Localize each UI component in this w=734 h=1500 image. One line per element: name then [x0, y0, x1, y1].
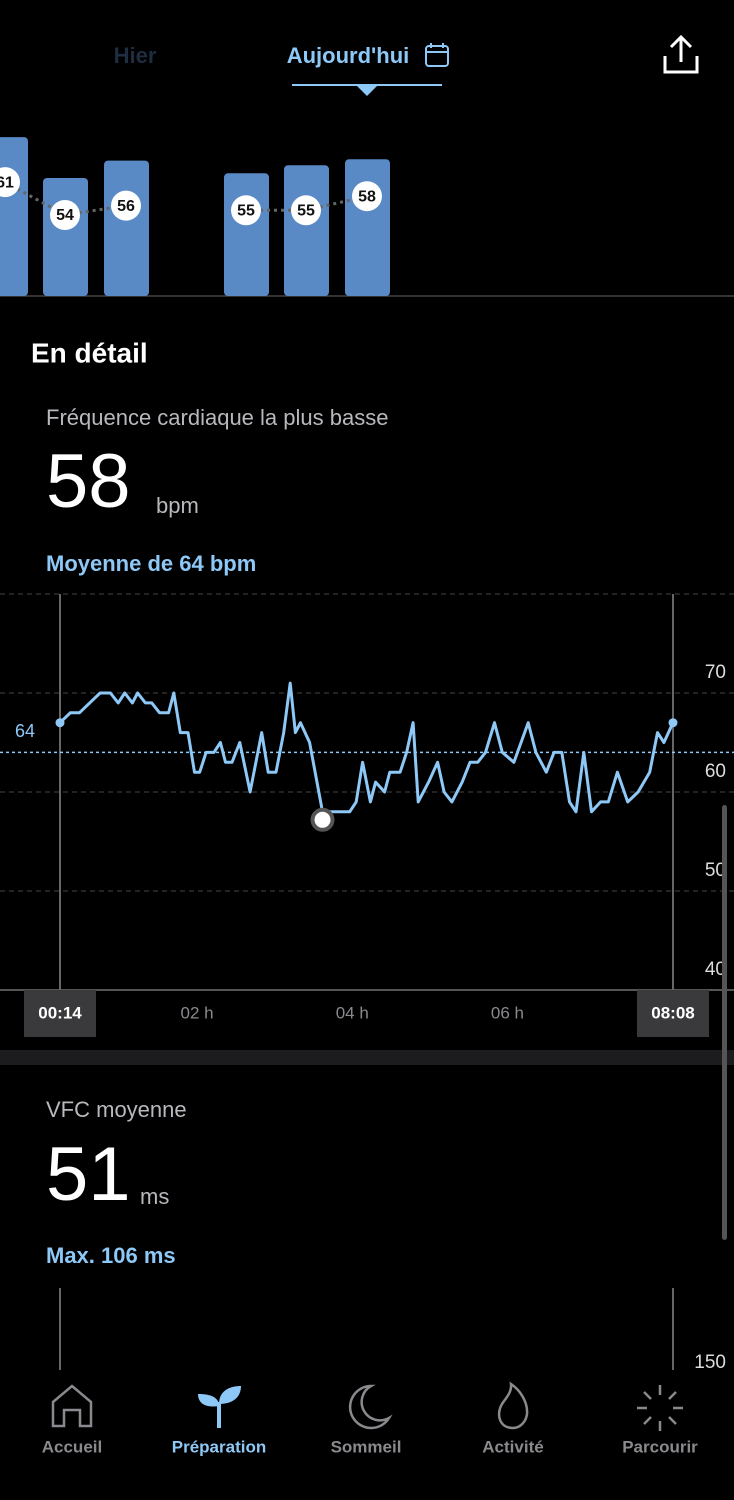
- nav-item[interactable]: Accueil: [42, 1437, 102, 1456]
- metric-value: 51: [46, 1132, 131, 1217]
- nav-icons: [51, 1381, 683, 1431]
- value-badge: [111, 190, 141, 221]
- nav-bar: [0, 1370, 734, 1500]
- value-badge: [50, 200, 80, 230]
- value-badge: [291, 195, 321, 226]
- y-tick-label: 60: [705, 761, 726, 782]
- tab[interactable]: Hier: [114, 43, 157, 68]
- x-tick-label: 06 h: [491, 1003, 524, 1022]
- bar-label: 56: [117, 198, 135, 215]
- summary-bar: [43, 178, 88, 296]
- nav-item[interactable]: Sommeil: [331, 1437, 402, 1456]
- metric-unit: ms: [140, 1184, 169, 1209]
- value-badge: [352, 181, 382, 212]
- scrollbar: [722, 805, 727, 1240]
- summary-bar: [0, 137, 28, 296]
- y-tick-label: 50: [705, 860, 726, 881]
- card-title: Fréquence cardiaque la plus basse: [46, 405, 388, 430]
- heart-rate-line: [58, 681, 675, 814]
- min-marker: [310, 807, 335, 832]
- x-tick-label: 02 h: [181, 1003, 214, 1022]
- summary-bar: [224, 173, 269, 296]
- x-tick-box: [24, 990, 96, 1037]
- metric-unit: bpm: [156, 493, 199, 518]
- summary-bar: [284, 165, 329, 296]
- average-text: Moyenne de 64 bpm: [46, 551, 256, 576]
- share-button[interactable]: [663, 34, 699, 74]
- tab-pointer: [357, 86, 377, 96]
- nav-item[interactable]: Activité: [482, 1437, 543, 1456]
- x-tick-label: 04 h: [336, 1003, 369, 1022]
- summary-bar: [345, 159, 390, 296]
- y-tick-label: 40: [705, 959, 726, 980]
- card-separator: [0, 1050, 734, 1065]
- tab[interactable]: Aujourd'hui: [287, 43, 410, 68]
- x-tick-box: [637, 990, 709, 1037]
- bar-label: 55: [237, 203, 255, 220]
- value-badge: [231, 195, 261, 226]
- endpoint: [668, 718, 678, 728]
- summary-bar: [104, 160, 149, 296]
- bar-label: 58: [358, 188, 376, 205]
- section-title: En détail: [31, 337, 148, 368]
- y-tick-label: 70: [705, 662, 726, 683]
- nav-item[interactable]: Parcourir: [622, 1437, 698, 1456]
- metric-value: 58: [46, 439, 131, 524]
- x-tick-label: 00:14: [38, 1003, 82, 1022]
- bar-label: 55: [297, 203, 315, 220]
- nav-icon-active: [198, 1386, 241, 1428]
- max-text: Max. 106 ms: [46, 1243, 176, 1268]
- x-tick-label: 08:08: [651, 1003, 694, 1022]
- y-tick-label: 150: [694, 1352, 726, 1373]
- calendar-icon[interactable]: [425, 43, 449, 67]
- value-badge: [0, 167, 20, 198]
- nav-item[interactable]: Préparation: [172, 1437, 266, 1456]
- card-title: VFC moyenne: [46, 1097, 187, 1122]
- average-label: 64: [15, 721, 35, 741]
- endpoint: [55, 718, 65, 728]
- bar-label: 54: [56, 207, 74, 224]
- bar-label: 61: [0, 174, 14, 191]
